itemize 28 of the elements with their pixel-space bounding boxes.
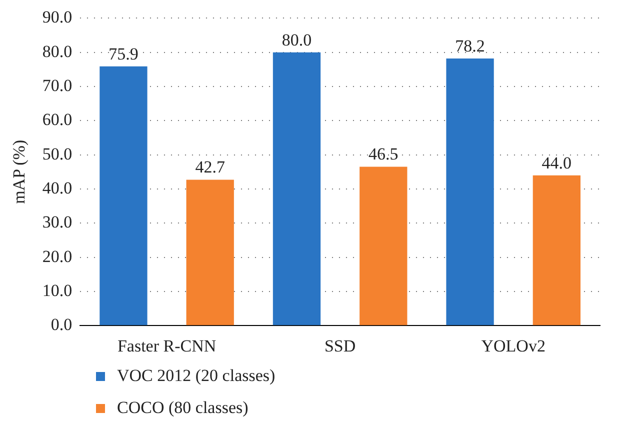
x-tick-label: YOLOv2: [481, 336, 546, 356]
bar: [186, 180, 234, 326]
y-tick-label: 20.0: [42, 246, 72, 266]
bar: [360, 166, 408, 326]
data-label: 78.2: [455, 36, 485, 56]
bar: [272, 52, 321, 326]
data-label: 80.0: [282, 30, 312, 50]
y-tick-label: 30.0: [42, 212, 72, 232]
legend-label: COCO (80 classes): [117, 398, 248, 418]
x-tick-label: SSD: [324, 336, 356, 356]
y-tick-label: 10.0: [42, 280, 72, 300]
data-label: 46.5: [368, 144, 398, 164]
bar: [532, 175, 581, 326]
y-tick-label: 0.0: [50, 315, 72, 334]
x-tick-label: Faster R-CNN: [117, 336, 216, 356]
y-tick-label: 80.0: [42, 42, 72, 61]
data-label: 44.0: [542, 153, 572, 172]
data-label: 42.7: [195, 158, 226, 177]
y-tick-label: 90.0: [42, 8, 72, 27]
bar: [446, 58, 494, 326]
bar: [100, 66, 148, 326]
y-axis-title: mAP (%): [10, 140, 29, 204]
y-tick-label: 40.0: [42, 178, 72, 198]
data-label: 75.9: [108, 44, 138, 64]
y-tick-label: 60.0: [42, 110, 72, 130]
y-tick-label: 70.0: [42, 76, 72, 95]
legend-label: VOC 2012 (20 classes): [117, 366, 276, 386]
y-tick-label: 50.0: [42, 144, 72, 164]
